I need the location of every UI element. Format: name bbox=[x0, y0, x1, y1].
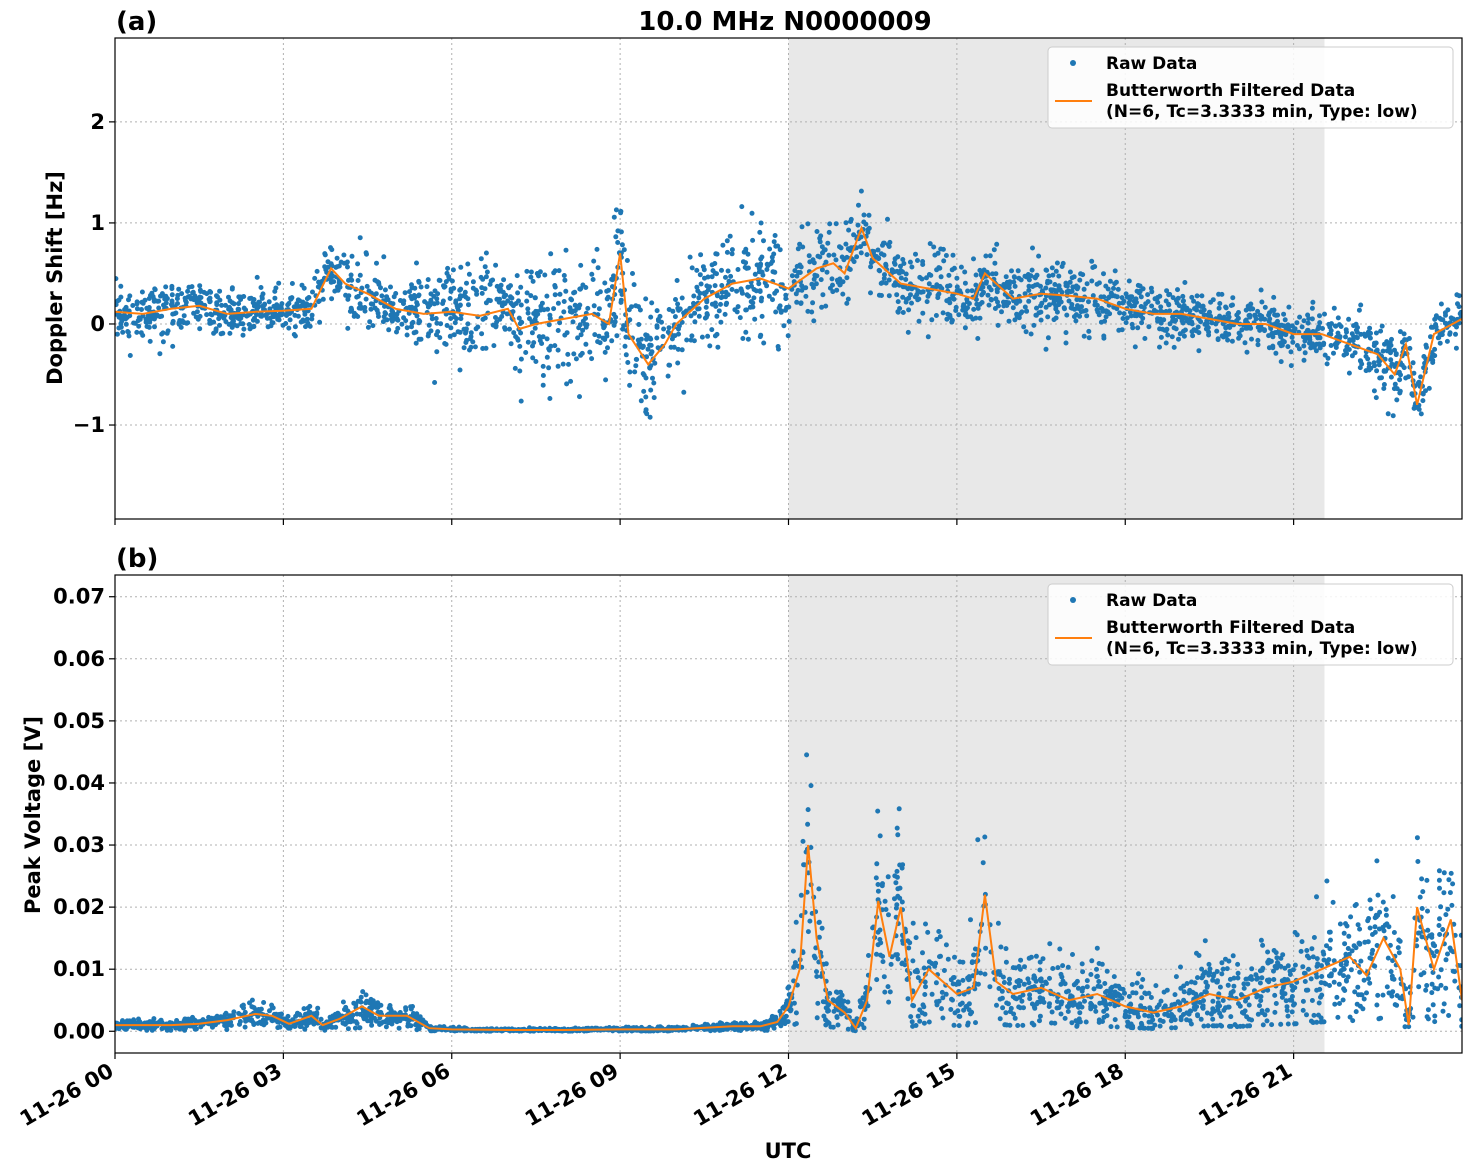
panel-a-y-ticks: −1 0 1 2 bbox=[73, 110, 115, 437]
legend-a-raw-marker bbox=[1070, 60, 1076, 66]
legend-a-filtered-label-1: Butterworth Filtered Data bbox=[1106, 81, 1355, 101]
panel-a: −1 0 1 2 Doppler Shift [Hz] Raw Data Butter… bbox=[43, 37, 1463, 525]
y-tick-label: −1 bbox=[73, 413, 105, 437]
panel-b-ylabel: Peak Voltage [V] bbox=[21, 716, 45, 914]
legend-a-filtered-label-2: (N=6, Tc=3.3333 min, Type: low) bbox=[1106, 102, 1418, 122]
legend-b-filtered-label-2: (N=6, Tc=3.3333 min, Type: low) bbox=[1106, 639, 1418, 659]
panel-b-filtered-line bbox=[115, 844, 1462, 1031]
y-tick-label: 0.07 bbox=[53, 585, 105, 609]
x-tick-label: 11-26 21 bbox=[1194, 1059, 1296, 1132]
y-tick-label: 0.01 bbox=[53, 957, 105, 981]
panel-b-legend: Raw Data Butterworth Filtered Data (N=6,… bbox=[1047, 583, 1454, 666]
panel-a-legend: Raw Data Butterworth Filtered Data (N=6,… bbox=[1047, 46, 1454, 129]
y-tick-label: 0.00 bbox=[53, 1019, 105, 1043]
legend-a-raw-label: Raw Data bbox=[1106, 54, 1197, 74]
legend-b-raw-label: Raw Data bbox=[1106, 591, 1197, 611]
x-tick-label: 11-26 15 bbox=[858, 1059, 960, 1132]
x-tick-label: 11-26 09 bbox=[521, 1059, 623, 1132]
panel-a-ylabel: Doppler Shift [Hz] bbox=[43, 171, 67, 385]
y-tick-label: 0 bbox=[90, 312, 105, 336]
y-tick-label: 0.05 bbox=[53, 709, 105, 733]
panel-b-label: (b) bbox=[116, 544, 158, 574]
x-axis-label: UTC bbox=[765, 1139, 812, 1163]
panel-a-grid bbox=[115, 38, 1462, 519]
y-tick-label: 0.03 bbox=[53, 833, 105, 857]
raw-data-points bbox=[115, 188, 1462, 420]
legend-b-filtered-label-1: Butterworth Filtered Data bbox=[1106, 618, 1355, 638]
panel-a-raw-data bbox=[115, 188, 1462, 420]
panel-a-filtered-line bbox=[115, 225, 1462, 406]
x-tick-label: 11-26 18 bbox=[1026, 1059, 1128, 1132]
y-tick-label: 2 bbox=[90, 110, 105, 134]
x-tick-label: 11-26 12 bbox=[689, 1059, 791, 1132]
legend-b-raw-marker bbox=[1070, 597, 1076, 603]
y-tick-label: 0.06 bbox=[53, 647, 105, 671]
x-tick-label: 11-26 03 bbox=[184, 1059, 286, 1132]
panel-a-label: (a) bbox=[116, 7, 157, 37]
panel-a-x-ticks bbox=[114, 519, 1295, 525]
figure-title: 10.0 MHz N0000009 bbox=[638, 7, 931, 37]
panel-b: 0.00 0.01 0.02 0.03 0.04 0.05 0.06 0.07 11-26 0… bbox=[16, 574, 1463, 1131]
y-tick-label: 1 bbox=[90, 211, 105, 235]
panel-b-x-ticks: 11-26 00 11-26 03 11-26 06 11-26 09 11-26 12… bbox=[16, 1053, 1296, 1131]
y-tick-label: 0.02 bbox=[53, 895, 105, 919]
x-tick-label: 11-26 06 bbox=[352, 1059, 454, 1132]
panel-b-y-ticks: 0.00 0.01 0.02 0.03 0.04 0.05 0.06 0.07 bbox=[53, 585, 115, 1043]
x-tick-label: 11-26 00 bbox=[16, 1059, 118, 1132]
y-tick-label: 0.04 bbox=[53, 771, 105, 795]
